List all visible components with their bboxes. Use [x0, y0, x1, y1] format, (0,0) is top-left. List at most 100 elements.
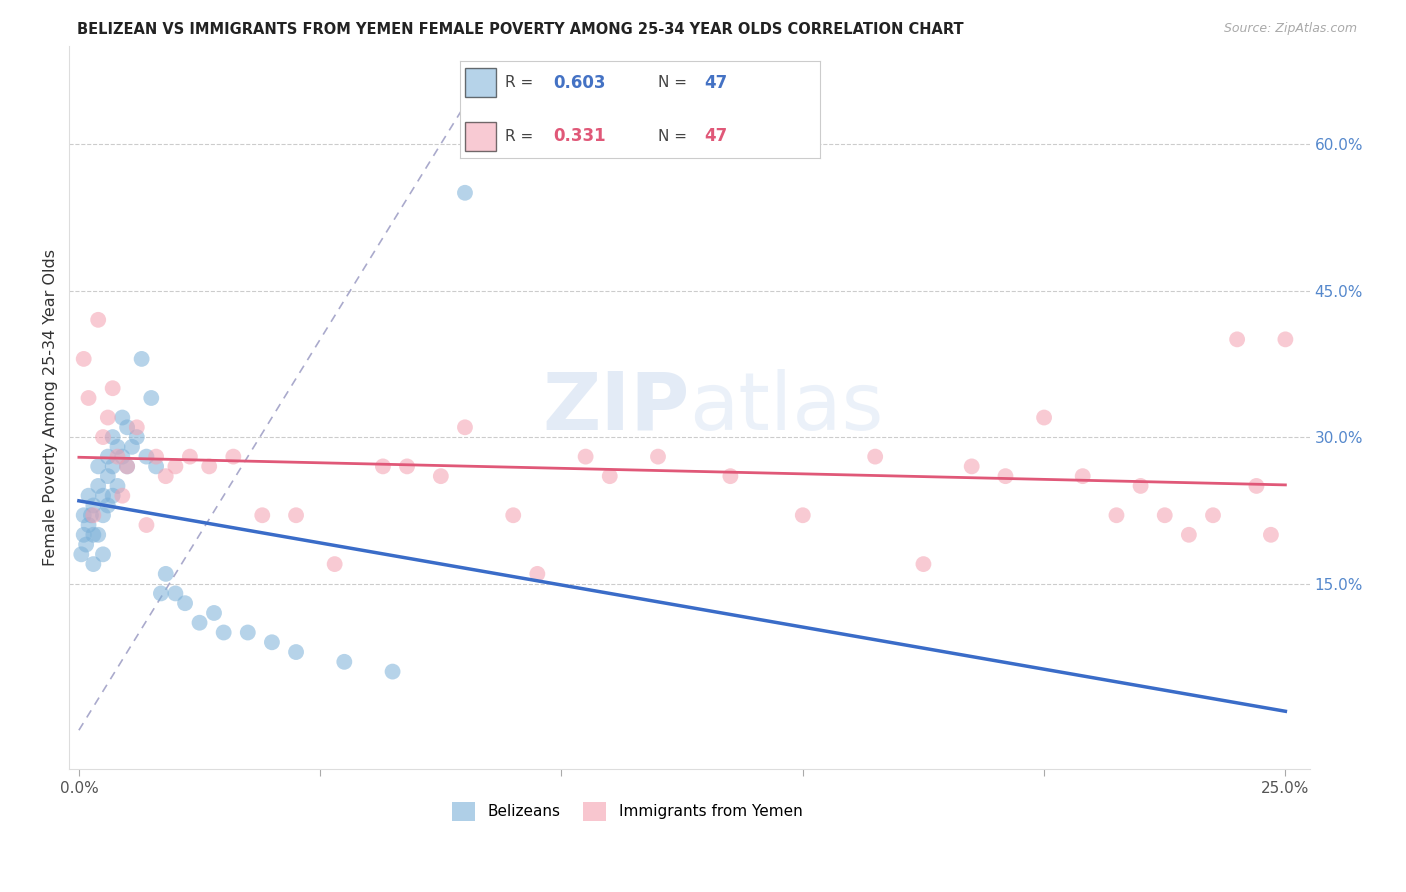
Point: [994, 469, 1017, 483]
Point: [111, 489, 134, 503]
Point: [125, 420, 148, 434]
Point: [77, 518, 100, 533]
Point: [285, 508, 308, 523]
Point: [202, 606, 225, 620]
Point: [252, 508, 274, 523]
Point: [1105, 508, 1128, 523]
Point: [131, 351, 153, 366]
Point: [82, 508, 104, 523]
Point: [1071, 469, 1094, 483]
Point: [222, 450, 245, 464]
Point: [73, 508, 96, 523]
Text: Source: ZipAtlas.com: Source: ZipAtlas.com: [1223, 22, 1357, 36]
Point: [371, 459, 394, 474]
Point: [101, 430, 124, 444]
Point: [1202, 508, 1225, 523]
Point: [135, 518, 157, 533]
Point: [91, 547, 114, 561]
Point: [115, 459, 138, 474]
Point: [82, 499, 104, 513]
Point: [91, 508, 114, 523]
Point: [454, 420, 477, 434]
Point: [165, 586, 187, 600]
Point: [107, 440, 129, 454]
Point: [77, 489, 100, 503]
Point: [198, 459, 221, 474]
Point: [107, 479, 129, 493]
Point: [1129, 479, 1152, 493]
Point: [91, 489, 114, 503]
Point: [165, 459, 187, 474]
Point: [155, 566, 177, 581]
Point: [97, 410, 120, 425]
Point: [396, 459, 419, 474]
Point: [792, 508, 814, 523]
Point: [87, 528, 110, 542]
Point: [115, 459, 138, 474]
Point: [125, 430, 148, 444]
Point: [87, 479, 110, 493]
Point: [101, 381, 124, 395]
Point: [141, 391, 163, 405]
Point: [1178, 528, 1201, 542]
Point: [70, 547, 93, 561]
Point: [1033, 410, 1056, 425]
Point: [526, 566, 548, 581]
Point: [135, 450, 157, 464]
Y-axis label: Female Poverty Among 25-34 Year Olds: Female Poverty Among 25-34 Year Olds: [44, 249, 58, 566]
Point: [77, 391, 100, 405]
Point: [115, 420, 138, 434]
Point: [145, 459, 167, 474]
Point: [97, 469, 120, 483]
Point: [188, 615, 211, 630]
Text: BELIZEAN VS IMMIGRANTS FROM YEMEN FEMALE POVERTY AMONG 25-34 YEAR OLDS CORRELATI: BELIZEAN VS IMMIGRANTS FROM YEMEN FEMALE…: [77, 22, 965, 37]
Point: [101, 489, 124, 503]
Point: [111, 450, 134, 464]
Point: [80, 508, 103, 523]
Legend: Belizeans, Immigrants from Yemen: Belizeans, Immigrants from Yemen: [446, 796, 808, 827]
Text: atlas: atlas: [689, 368, 884, 447]
Point: [174, 596, 197, 610]
Point: [91, 430, 114, 444]
Point: [960, 459, 983, 474]
Point: [111, 410, 134, 425]
Point: [912, 557, 935, 571]
Point: [179, 450, 201, 464]
Point: [1246, 479, 1268, 493]
Point: [155, 469, 177, 483]
Point: [107, 450, 129, 464]
Point: [1274, 332, 1296, 346]
Point: [1226, 332, 1249, 346]
Point: [75, 537, 97, 551]
Point: [381, 665, 404, 679]
Text: ZIP: ZIP: [543, 368, 689, 447]
Point: [260, 635, 283, 649]
Point: [101, 459, 124, 474]
Point: [333, 655, 356, 669]
Point: [82, 528, 104, 542]
Point: [73, 351, 96, 366]
Point: [97, 499, 120, 513]
Point: [575, 450, 598, 464]
Point: [73, 528, 96, 542]
Point: [863, 450, 886, 464]
Point: [97, 450, 120, 464]
Point: [502, 508, 524, 523]
Point: [149, 586, 172, 600]
Point: [718, 469, 741, 483]
Point: [599, 469, 621, 483]
Point: [323, 557, 346, 571]
Point: [87, 459, 110, 474]
Point: [87, 313, 110, 327]
Point: [212, 625, 235, 640]
Point: [647, 450, 669, 464]
Point: [236, 625, 259, 640]
Point: [285, 645, 308, 659]
Point: [145, 450, 167, 464]
Point: [454, 186, 477, 200]
Point: [82, 557, 104, 571]
Point: [430, 469, 453, 483]
Point: [121, 440, 143, 454]
Point: [1153, 508, 1175, 523]
Point: [1260, 528, 1282, 542]
